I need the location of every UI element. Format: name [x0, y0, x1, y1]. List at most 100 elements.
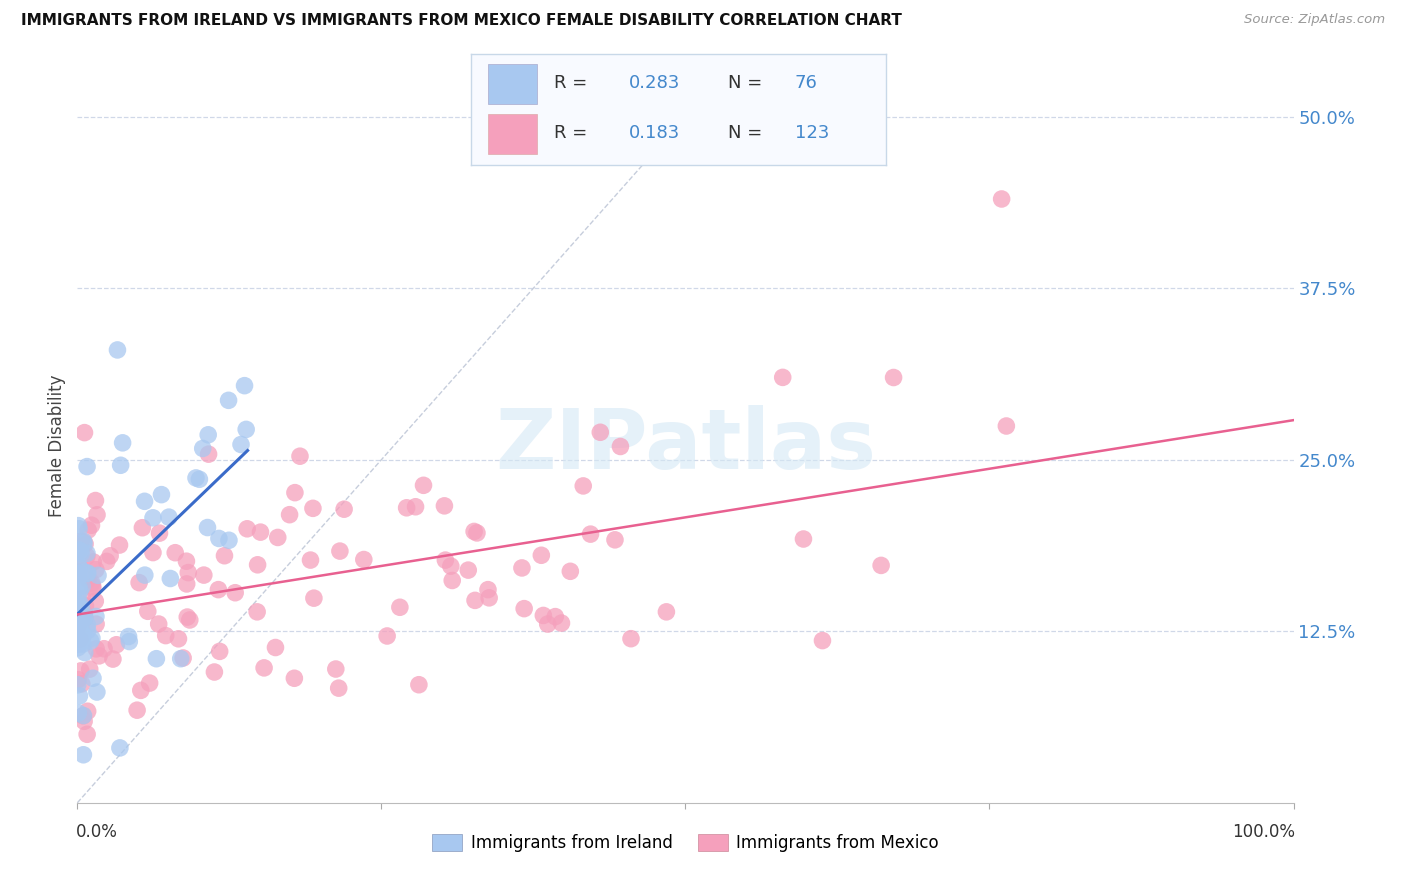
Point: [589, 425, 612, 440]
Point: [84, 609, 107, 624]
Point: [111, 435, 134, 450]
Point: [284, 485, 307, 500]
Point: [145, 651, 167, 665]
Point: [72, 708, 94, 723]
Point: [72, 747, 94, 762]
Point: [76, 566, 98, 581]
Y-axis label: Female Disability: Female Disability: [48, 375, 66, 517]
Point: [76, 624, 98, 638]
Point: [513, 601, 536, 615]
Point: [131, 521, 153, 535]
Point: [67, 673, 90, 687]
Point: [202, 665, 225, 679]
Point: [70, 579, 93, 593]
Point: [142, 545, 165, 559]
Point: [159, 572, 181, 586]
Point: [434, 553, 457, 567]
Point: [510, 561, 533, 575]
Text: 0.183: 0.183: [628, 124, 681, 142]
Point: [82, 579, 104, 593]
Point: [134, 568, 156, 582]
Point: [531, 608, 554, 623]
Point: [655, 605, 678, 619]
Point: [87, 568, 110, 582]
Point: [463, 524, 485, 539]
Point: [302, 501, 325, 516]
Point: [299, 553, 322, 567]
Point: [197, 447, 219, 461]
Point: [233, 378, 256, 392]
Point: [229, 437, 252, 451]
Point: [70, 677, 93, 691]
Point: [177, 566, 200, 580]
Text: Source: ZipAtlas.com: Source: ZipAtlas.com: [1244, 13, 1385, 27]
Point: [408, 678, 430, 692]
Point: [98, 549, 121, 563]
Point: [76, 566, 98, 580]
Point: [82, 671, 104, 685]
Point: [67, 566, 90, 581]
Point: [176, 554, 198, 568]
Point: [609, 440, 631, 454]
Point: [66, 604, 89, 618]
Point: [80, 518, 103, 533]
Point: [218, 393, 240, 408]
Point: [167, 632, 190, 646]
Point: [550, 616, 572, 631]
Point: [86, 685, 108, 699]
Point: [236, 522, 259, 536]
Text: N =: N =: [728, 74, 762, 92]
Point: [278, 508, 301, 522]
Point: [253, 661, 276, 675]
Point: [70, 612, 93, 626]
Point: [75, 599, 97, 613]
Point: [70, 625, 93, 640]
Point: [477, 582, 499, 597]
Point: [117, 630, 139, 644]
Point: [73, 425, 96, 440]
Point: [197, 427, 219, 442]
Text: 0.283: 0.283: [628, 74, 681, 92]
Text: 76: 76: [794, 74, 817, 92]
Point: [79, 634, 101, 648]
Point: [395, 500, 418, 515]
Point: [101, 652, 124, 666]
Point: [870, 558, 893, 573]
Point: [267, 531, 290, 545]
Point: [249, 525, 271, 540]
Point: [184, 471, 207, 485]
Point: [84, 641, 107, 656]
Point: [72, 637, 94, 651]
Point: [208, 532, 231, 546]
Point: [76, 546, 98, 560]
Point: [207, 582, 229, 597]
Point: [246, 558, 269, 572]
Point: [76, 704, 98, 718]
Point: [353, 552, 375, 566]
Point: [73, 611, 96, 625]
Point: [537, 617, 560, 632]
Text: R =: R =: [554, 124, 588, 142]
Point: [188, 472, 211, 486]
Point: [990, 192, 1012, 206]
Point: [73, 536, 96, 550]
Point: [66, 638, 89, 652]
Point: [80, 576, 103, 591]
Point: [108, 538, 131, 552]
Point: [82, 555, 104, 569]
Point: [375, 629, 398, 643]
Point: [165, 546, 187, 560]
Text: 0.0%: 0.0%: [76, 822, 118, 841]
Point: [208, 644, 231, 658]
Point: [66, 678, 89, 692]
Text: ZIPatlas: ZIPatlas: [495, 406, 876, 486]
Point: [69, 689, 91, 703]
Point: [603, 533, 626, 547]
Point: [138, 676, 160, 690]
Point: [288, 449, 311, 463]
Text: N =: N =: [728, 124, 762, 142]
Point: [70, 601, 93, 615]
Point: [70, 534, 93, 549]
Point: [70, 546, 93, 560]
Point: [73, 646, 96, 660]
